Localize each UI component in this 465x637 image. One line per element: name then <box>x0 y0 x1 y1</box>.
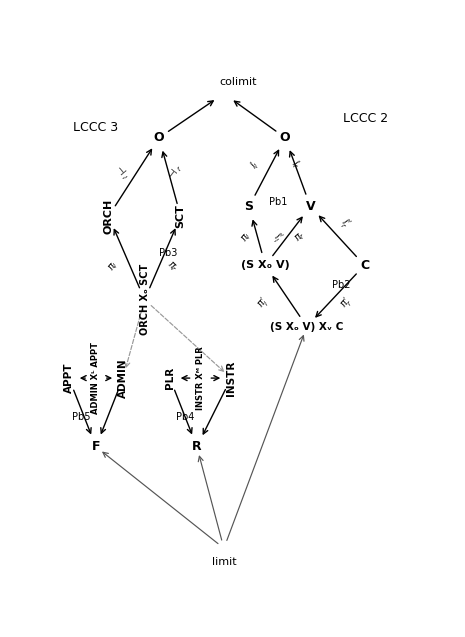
Text: $\pi_r$: $\pi_r$ <box>164 258 179 275</box>
Text: O: O <box>280 131 291 144</box>
Text: Pb4: Pb4 <box>176 412 194 422</box>
Text: ORCH: ORCH <box>104 199 113 234</box>
Text: $\dashv_r$: $\dashv_r$ <box>165 161 186 183</box>
Text: ADMIN: ADMIN <box>118 358 128 398</box>
Text: colimit: colimit <box>219 77 257 87</box>
Text: $\pi_l$: $\pi_l$ <box>239 230 254 245</box>
Text: $l_l$: $l_l$ <box>247 158 262 172</box>
Text: R: R <box>192 440 202 454</box>
Text: $l_r$: $l_r$ <box>288 157 304 172</box>
Text: $\dashv_l$: $\dashv_l$ <box>111 162 131 182</box>
Text: INSTR Xᴹ PLR: INSTR Xᴹ PLR <box>196 347 205 410</box>
Text: Pb2: Pb2 <box>332 280 350 290</box>
Text: V: V <box>306 200 315 213</box>
Text: O: O <box>154 131 164 144</box>
Text: F: F <box>92 440 100 454</box>
Text: $\pi_r$: $\pi_r$ <box>292 229 308 245</box>
Text: (S Xₒ V) Xᵥ C: (S Xₒ V) Xᵥ C <box>270 322 344 332</box>
Text: ADMIN Xᴸ APPT: ADMIN Xᴸ APPT <box>92 342 100 414</box>
Text: Pb5: Pb5 <box>72 412 91 422</box>
Text: limit: limit <box>212 557 236 567</box>
Text: C: C <box>360 259 369 272</box>
Text: $l_l'$: $l_l'$ <box>270 229 285 245</box>
Text: $\pi_l$: $\pi_l$ <box>106 259 122 274</box>
Text: Pb3: Pb3 <box>159 248 177 258</box>
Text: (S Xₒ V): (S Xₒ V) <box>241 261 290 270</box>
Text: ORCH Xₒ SCT: ORCH Xₒ SCT <box>140 264 150 335</box>
Text: PLR: PLR <box>165 367 175 389</box>
Text: INSTR: INSTR <box>226 361 236 396</box>
Text: LCCC 3: LCCC 3 <box>73 122 118 134</box>
Text: SCT: SCT <box>176 204 186 228</box>
Text: LCCC 2: LCCC 2 <box>343 111 388 125</box>
Text: Pb1: Pb1 <box>269 197 287 206</box>
Text: $l_r'$: $l_r'$ <box>338 216 354 231</box>
Text: APPT: APPT <box>64 363 74 393</box>
Text: $\pi_r'$: $\pi_r'$ <box>337 294 356 313</box>
Text: $\pi_l'$: $\pi_l'$ <box>255 295 272 312</box>
Text: S: S <box>245 200 253 213</box>
